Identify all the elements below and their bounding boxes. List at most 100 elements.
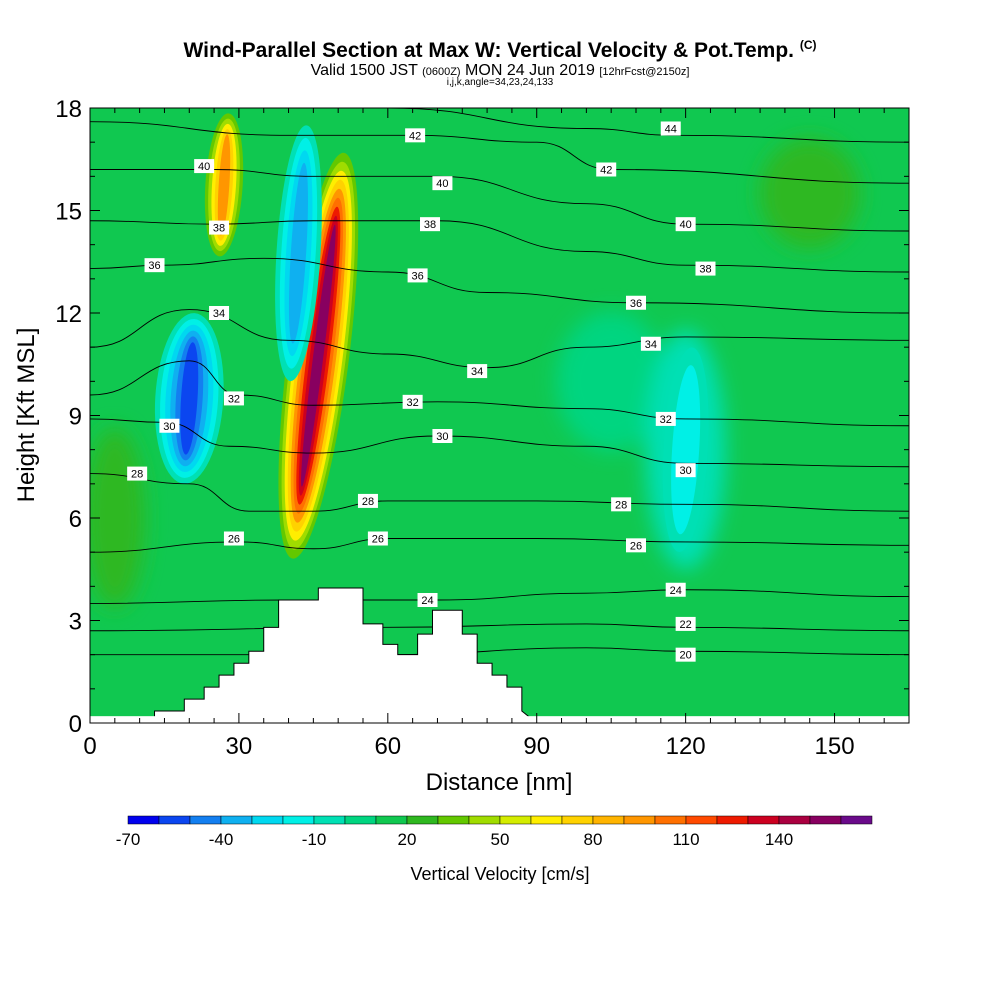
y-tick-label: 15 — [55, 199, 82, 226]
colorbar-tick-label: 110 — [672, 830, 699, 849]
contour-label-text: 28 — [362, 496, 374, 508]
x-tick-label: 90 — [523, 733, 550, 760]
contour-label-text: 38 — [424, 219, 436, 231]
colorbar-swatch — [561, 815, 594, 825]
x-tick-label: 150 — [815, 733, 855, 760]
theta-contour-34 — [90, 309, 909, 369]
theta-contour-24 — [90, 589, 909, 604]
y-tick-label: 0 — [69, 711, 82, 738]
contour-label: 38 — [420, 217, 441, 232]
colorbar-swatch — [220, 815, 253, 825]
contour-label: 36 — [626, 295, 646, 310]
contour-label-text: 22 — [680, 619, 692, 631]
contour-label-text: 44 — [665, 124, 677, 136]
contour-labels: 42 44 40 42 40 38 38 40 36 36 38 36 34 34 34 32 32 32 30 30… — [127, 121, 716, 662]
contour-label: 36 — [407, 268, 428, 283]
colorbar-tick-label: 50 — [491, 830, 510, 849]
x-tick-label: 0 — [83, 733, 96, 760]
colorbar-swatch — [406, 815, 439, 825]
colorbar-swatch — [530, 815, 563, 825]
contour-label: 28 — [357, 493, 378, 508]
contour-label: 32 — [223, 391, 244, 406]
contour-label-text: 32 — [660, 414, 672, 426]
theta-contour-28 — [90, 473, 909, 512]
contour-label-text: 42 — [409, 130, 421, 142]
colorbar-swatch — [592, 815, 625, 825]
valid-time-utc: (0600Z) — [422, 66, 461, 78]
contour-label-text: 26 — [228, 534, 240, 546]
colorbar-swatch — [127, 815, 160, 825]
contour-label-text: 30 — [680, 465, 692, 477]
colorbar-tick-label: 20 — [398, 830, 417, 849]
theta-contour-22 — [90, 623, 909, 632]
contour-label-text: 30 — [163, 421, 175, 433]
contour-label-text: 34 — [213, 308, 225, 320]
contour-label-text: 36 — [148, 260, 160, 272]
contour-label: 40 — [432, 176, 453, 191]
chart-title: Wind-Parallel Section at Max W: Vertical… — [0, 38, 1000, 63]
contour-label-text: 28 — [615, 499, 627, 511]
contour-label-text: 32 — [407, 397, 419, 409]
colorbar-swatch — [716, 815, 749, 825]
contour-label-text: 38 — [699, 264, 711, 276]
chart-subtitle: Valid 1500 JST (0600Z) MON 24 Jun 2019 [… — [0, 62, 1000, 80]
contour-label: 24 — [417, 593, 438, 607]
y-tick-label: 12 — [55, 301, 82, 328]
terrain-profile — [90, 587, 538, 723]
contour-label-text: 40 — [198, 161, 210, 173]
contour-label: 26 — [626, 538, 646, 553]
contour-label-text: 38 — [213, 223, 225, 235]
contour-label-text: 32 — [228, 393, 240, 405]
contour-label: 38 — [695, 261, 716, 276]
contour-label: 36 — [144, 258, 165, 273]
colorbar-label: Vertical Velocity [cm/s] — [410, 864, 589, 884]
chart-title-tag: (C) — [799, 38, 817, 52]
contour-label-text: 24 — [670, 585, 682, 597]
contour-label: 28 — [127, 466, 148, 481]
contour-label: 20 — [675, 647, 696, 662]
colorbar-swatch — [313, 815, 346, 825]
contour-label: 30 — [432, 429, 453, 443]
colorbar-tick-label: 80 — [584, 830, 603, 849]
contour-label: 42 — [405, 128, 426, 143]
theta-contour-44 — [387, 108, 909, 143]
contour-label: 34 — [209, 306, 230, 320]
y-tick-label: 9 — [69, 404, 82, 431]
colorbar-swatch — [685, 815, 718, 825]
colorbar: -70 -40 -10 20 50 80 110 140 — [116, 815, 873, 849]
colorbar-tick-label: 140 — [765, 830, 793, 849]
contour-label-text: 30 — [436, 431, 448, 443]
terrain — [90, 587, 909, 723]
colorbar-swatch — [654, 815, 687, 825]
colorbar-tick-label: -70 — [116, 830, 141, 849]
theta-contour-42 — [90, 121, 909, 184]
y-tick-label: 3 — [69, 609, 82, 636]
colorbar-swatch — [840, 815, 873, 825]
velocity-feature-4 — [662, 347, 709, 552]
ground-strip — [90, 716, 909, 723]
contour-label-text: 42 — [600, 165, 612, 177]
contour-label-text: 36 — [411, 270, 423, 282]
colorbar-tick-label: -10 — [302, 830, 327, 849]
valid-date: MON 24 Jun 2019 — [465, 62, 595, 79]
y-axis-label: Height [Kft MSL] — [13, 328, 40, 503]
contour-label: 38 — [209, 220, 230, 235]
contour-label: 26 — [223, 531, 244, 546]
colorbar-swatch — [778, 815, 811, 825]
contour-label: 40 — [194, 159, 215, 174]
contour-label: 30 — [675, 463, 696, 478]
contour-label-text: 20 — [680, 650, 692, 662]
colorbar-swatch — [251, 815, 284, 825]
colorbar-swatch — [158, 815, 191, 825]
contour-label: 30 — [159, 418, 180, 433]
x-tick-label: 60 — [374, 733, 401, 760]
contour-label-text: 36 — [630, 298, 642, 310]
valid-time: Valid 1500 JST — [310, 62, 418, 79]
contour-label: 24 — [665, 582, 686, 597]
colorbar-swatch — [375, 815, 408, 825]
contour-label-text: 24 — [421, 595, 433, 607]
contour-label-text: 34 — [645, 339, 657, 351]
weak-downdraft-patch — [556, 311, 667, 452]
